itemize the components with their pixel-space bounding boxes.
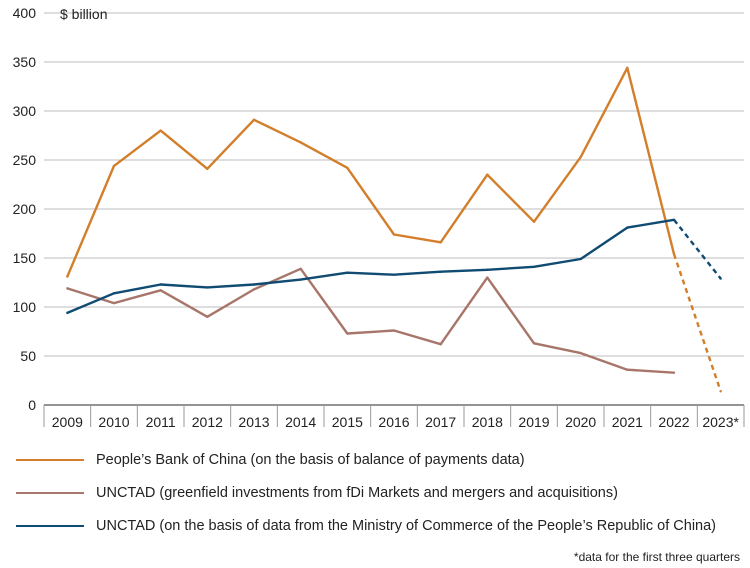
data-point: [392, 329, 396, 332]
legend-swatch-unctad-greenfield: [16, 491, 84, 495]
data-point: [626, 226, 629, 229]
series-line-1: [66, 267, 675, 374]
y-tick-label: 300: [13, 103, 37, 119]
data-point: [252, 118, 256, 122]
legend-label-unctad-mofcom: UNCTAD (on the basis of data from the Mi…: [96, 518, 717, 534]
data-point: [299, 141, 302, 144]
data-point: [299, 278, 302, 281]
data-point: [346, 332, 349, 335]
footnote: *data for the first three quarters: [573, 550, 740, 564]
series-estimate-line-2: [673, 219, 722, 280]
x-tick-label: 2018: [472, 414, 503, 430]
data-point: [112, 292, 116, 295]
data-point: [486, 173, 489, 176]
y-tick-label: 0: [28, 397, 36, 413]
data-point: [66, 275, 69, 278]
data-point: [532, 265, 536, 269]
x-tick-label: 2011: [146, 414, 176, 430]
data-point: [439, 270, 442, 273]
series-line-2: [66, 218, 675, 315]
data-point: [66, 287, 69, 290]
data-point: [532, 342, 536, 345]
data-point: [672, 218, 676, 221]
data-point: [626, 368, 629, 371]
unit-label: $ billion: [60, 6, 107, 22]
y-tick-label: 200: [13, 201, 37, 217]
y-tick-label: 100: [13, 299, 37, 315]
data-point: [66, 311, 69, 315]
x-tick-label: 2015: [332, 414, 363, 430]
data-point: [159, 129, 162, 132]
series-line-0: [66, 66, 676, 278]
data-point: [112, 301, 116, 305]
y-tick-label: 250: [13, 152, 37, 168]
x-tick-label: 2022: [658, 414, 689, 430]
y-tick-label: 400: [13, 5, 37, 21]
data-point: [579, 257, 582, 261]
x-tick-label: 2009: [52, 414, 83, 430]
data-point: [112, 164, 116, 168]
data-point: [672, 252, 676, 256]
legend: People’s Bank of China (on the basis of …: [16, 450, 716, 549]
data-point: [719, 390, 722, 393]
data-point: [626, 66, 629, 70]
legend-item-unctad-mofcom: UNCTAD (on the basis of data from the Mi…: [16, 516, 716, 536]
x-tick-label: 2023*: [702, 414, 739, 430]
series-lines: [66, 66, 722, 393]
y-tick-label: 350: [13, 54, 37, 70]
x-tick-label: 2014: [285, 414, 316, 430]
data-point: [579, 351, 582, 355]
data-point: [299, 267, 302, 270]
data-point: [486, 268, 489, 271]
x-tick-label: 2019: [518, 414, 549, 430]
data-point: [532, 220, 536, 223]
y-tick-label: 50: [20, 348, 36, 364]
legend-item-unctad-greenfield: UNCTAD (greenfield investments from fDi …: [16, 483, 716, 503]
data-point: [346, 271, 349, 274]
y-tick-label: 150: [13, 250, 37, 266]
legend-label-pboc: People’s Bank of China (on the basis of …: [96, 452, 525, 468]
x-tick-label: 2012: [192, 414, 223, 430]
data-point: [252, 283, 256, 286]
legend-item-pboc: People’s Bank of China (on the basis of …: [16, 450, 716, 470]
data-point: [719, 277, 722, 280]
x-tick-label: 2010: [98, 414, 129, 430]
x-tick-label: 2021: [612, 414, 643, 430]
data-point: [486, 276, 489, 279]
data-point: [159, 283, 162, 286]
data-point: [439, 241, 442, 244]
data-point: [392, 233, 396, 236]
data-point: [672, 371, 676, 374]
data-point: [159, 289, 162, 292]
data-point: [252, 288, 256, 291]
legend-swatch-pboc: [16, 458, 84, 462]
legend-label-unctad-greenfield: UNCTAD (greenfield investments from fDi …: [96, 485, 618, 501]
data-point: [392, 273, 396, 276]
data-point: [206, 315, 209, 318]
data-point: [439, 343, 442, 346]
x-axis-ticks: 2009 2010 2011 2012 2013 2014 2015 2016 2017 2018…: [52, 414, 740, 430]
line-chart: 0 50 100 150 200 250 300 350 400 2009 2010 2011 201…: [13, 5, 745, 430]
gridlines: [43, 12, 745, 427]
data-point: [346, 166, 349, 170]
data-point: [579, 155, 582, 159]
data-point: [206, 286, 209, 289]
y-axis-ticks: 0 50 100 150 200 250 300 350 400: [13, 5, 37, 413]
legend-swatch-unctad-mofcom: [16, 524, 84, 528]
x-tick-label: 2020: [565, 414, 596, 430]
data-point: [206, 167, 209, 171]
series-estimate-line-0: [672, 253, 722, 392]
x-tick-label: 2013: [238, 414, 269, 430]
x-tick-label: 2017: [425, 414, 456, 430]
x-tick-label: 2016: [378, 414, 409, 430]
